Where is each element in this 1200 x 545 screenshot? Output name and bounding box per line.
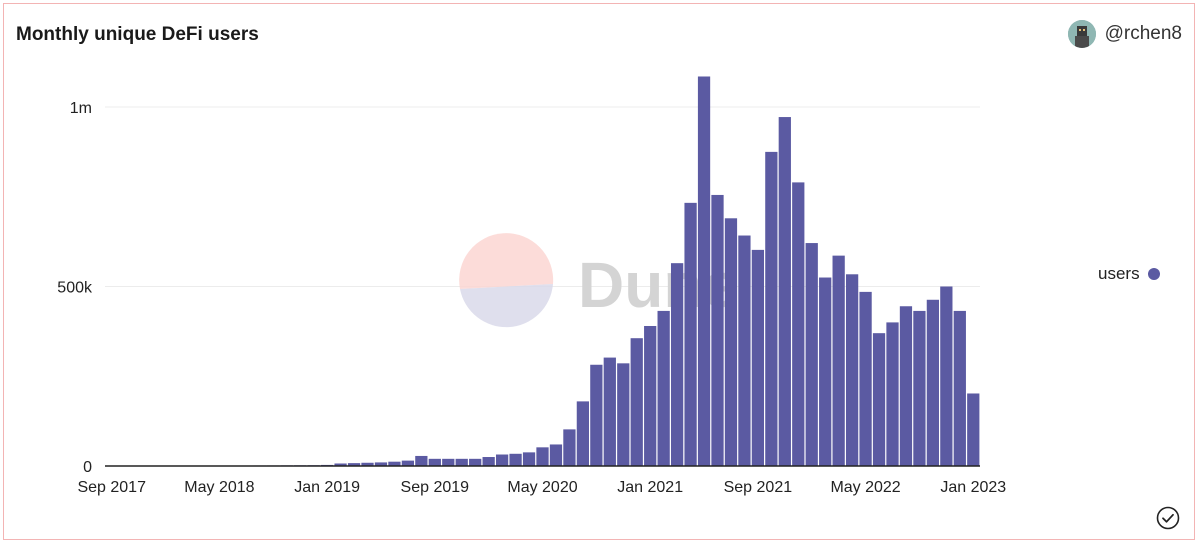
watermark-text: Dune bbox=[578, 249, 738, 321]
bar[interactable]: Nov 2022: 500000 bbox=[940, 286, 953, 467]
watermark-logo-bottom bbox=[460, 284, 553, 328]
bar[interactable]: May 2021: 1085000 bbox=[697, 76, 711, 467]
author-link[interactable]: @rchen8 bbox=[1067, 20, 1182, 48]
x-tick-label: May 2022 bbox=[830, 479, 900, 496]
bar[interactable]: Sep 2022: 432000 bbox=[913, 310, 926, 466]
bar[interactable]: Jan 2020: 25000 bbox=[482, 457, 495, 466]
bar[interactable]: Sep 2019: 20000 bbox=[428, 458, 441, 466]
bar[interactable]: Oct 2020: 302000 bbox=[603, 357, 616, 466]
bar[interactable]: Sep 2021: 602000 bbox=[751, 249, 765, 466]
watermark-logo-top bbox=[459, 233, 554, 289]
y-tick-label: 500k bbox=[57, 280, 93, 297]
bar[interactable]: Nov 2021: 972000 bbox=[778, 117, 791, 467]
avatar-icon bbox=[1067, 20, 1096, 48]
bar[interactable]: Jul 2020: 102000 bbox=[563, 429, 576, 466]
bar[interactable]: Oct 2022: 463000 bbox=[926, 299, 940, 466]
bar[interactable]: Apr 2022: 534000 bbox=[845, 274, 859, 466]
bar[interactable]: May 2022: 485000 bbox=[859, 291, 872, 466]
bar[interactable]: Jun 2022: 370000 bbox=[872, 333, 886, 466]
bar[interactable]: Aug 2022: 445000 bbox=[899, 306, 913, 466]
bar[interactable]: Mar 2021: 565000 bbox=[670, 263, 684, 466]
bar[interactable]: Jul 2022: 400000 bbox=[886, 322, 899, 466]
bar[interactable]: Sep 2020: 282000 bbox=[590, 364, 603, 466]
bar[interactable]: Aug 2020: 180000 bbox=[576, 401, 590, 466]
bar[interactable]: Jul 2021: 690000 bbox=[724, 218, 738, 466]
bar[interactable]: Dec 2020: 356000 bbox=[630, 338, 643, 466]
bar[interactable]: Feb 2020: 32000 bbox=[495, 454, 509, 466]
bar[interactable]: Apr 2021: 733000 bbox=[684, 202, 697, 466]
bar[interactable]: Mar 2019: 8000 bbox=[347, 463, 361, 466]
bar[interactable]: May 2020: 52000 bbox=[536, 447, 549, 466]
bar[interactable]: May 2019: 10000 bbox=[374, 462, 388, 466]
legend: users bbox=[1098, 264, 1160, 284]
bar[interactable]: Nov 2020: 286000 bbox=[617, 363, 630, 466]
y-axis-ticks: 0 500k 1m bbox=[57, 100, 93, 476]
bar[interactable]: Oct 2019: 20000 bbox=[442, 458, 455, 466]
author-name[interactable]: @rchen8 bbox=[1104, 23, 1182, 44]
legend-label: users bbox=[1098, 264, 1140, 283]
bar[interactable]: Apr 2020: 38000 bbox=[522, 452, 536, 466]
y-tick-label: 1m bbox=[70, 100, 92, 117]
bar[interactable]: Jul 2019: 15000 bbox=[401, 460, 415, 466]
check-circle-icon[interactable] bbox=[1156, 506, 1180, 530]
bar[interactable]: Feb 2022: 525000 bbox=[819, 277, 832, 466]
bar[interactable]: Mar 2022: 586000 bbox=[832, 255, 845, 466]
bar[interactable]: Aug 2021: 642000 bbox=[738, 235, 751, 466]
bar[interactable]: Oct 2021: 875000 bbox=[765, 151, 778, 467]
bar[interactable]: Dec 2019: 20000 bbox=[469, 458, 482, 466]
bar[interactable]: Jan 2022: 621000 bbox=[805, 243, 818, 466]
y-tick-label: 0 bbox=[83, 459, 92, 476]
x-tick-label: Jan 2019 bbox=[294, 479, 360, 496]
legend-dot bbox=[1147, 268, 1160, 280]
dune-watermark: Dune bbox=[459, 233, 738, 328]
bar[interactable]: Jan 2023: 202000 bbox=[967, 393, 980, 466]
x-axis-ticks: Sep 2017 May 2018 Jan 2019 Sep 2019 May 2020… bbox=[77, 479, 1006, 496]
bar[interactable]: Jun 2020: 60000 bbox=[549, 444, 563, 466]
bar[interactable]: Feb 2021: 432000 bbox=[657, 310, 670, 466]
bar[interactable]: Dec 2022: 432000 bbox=[953, 310, 966, 466]
bar[interactable]: Jun 2021: 755000 bbox=[711, 194, 724, 466]
x-tick-label: Sep 2021 bbox=[724, 479, 793, 496]
bar[interactable]: Feb 2019: 7000 bbox=[334, 463, 347, 466]
bar[interactable]: Dec 2021: 790000 bbox=[792, 182, 805, 466]
x-tick-label: Sep 2017 bbox=[77, 479, 146, 496]
chart-title: Monthly unique DeFi users bbox=[16, 24, 259, 45]
bars: Sep 2017: 500Oct 2017: 600Nov 2017: 700D… bbox=[105, 76, 980, 467]
x-tick-label: Jan 2023 bbox=[940, 479, 1006, 496]
bar[interactable]: Jun 2019: 12000 bbox=[388, 461, 401, 466]
x-tick-label: May 2018 bbox=[184, 479, 254, 496]
x-tick-label: Jan 2021 bbox=[617, 479, 683, 496]
bar[interactable]: Nov 2019: 20000 bbox=[455, 458, 468, 466]
bar[interactable]: Aug 2019: 28000 bbox=[415, 455, 428, 466]
bar[interactable]: Mar 2020: 34000 bbox=[509, 453, 522, 466]
bar[interactable]: Apr 2019: 9000 bbox=[361, 462, 374, 466]
bar[interactable]: Jan 2021: 390000 bbox=[644, 325, 657, 466]
x-tick-label: Sep 2019 bbox=[401, 479, 470, 496]
x-tick-label: May 2020 bbox=[507, 479, 577, 496]
